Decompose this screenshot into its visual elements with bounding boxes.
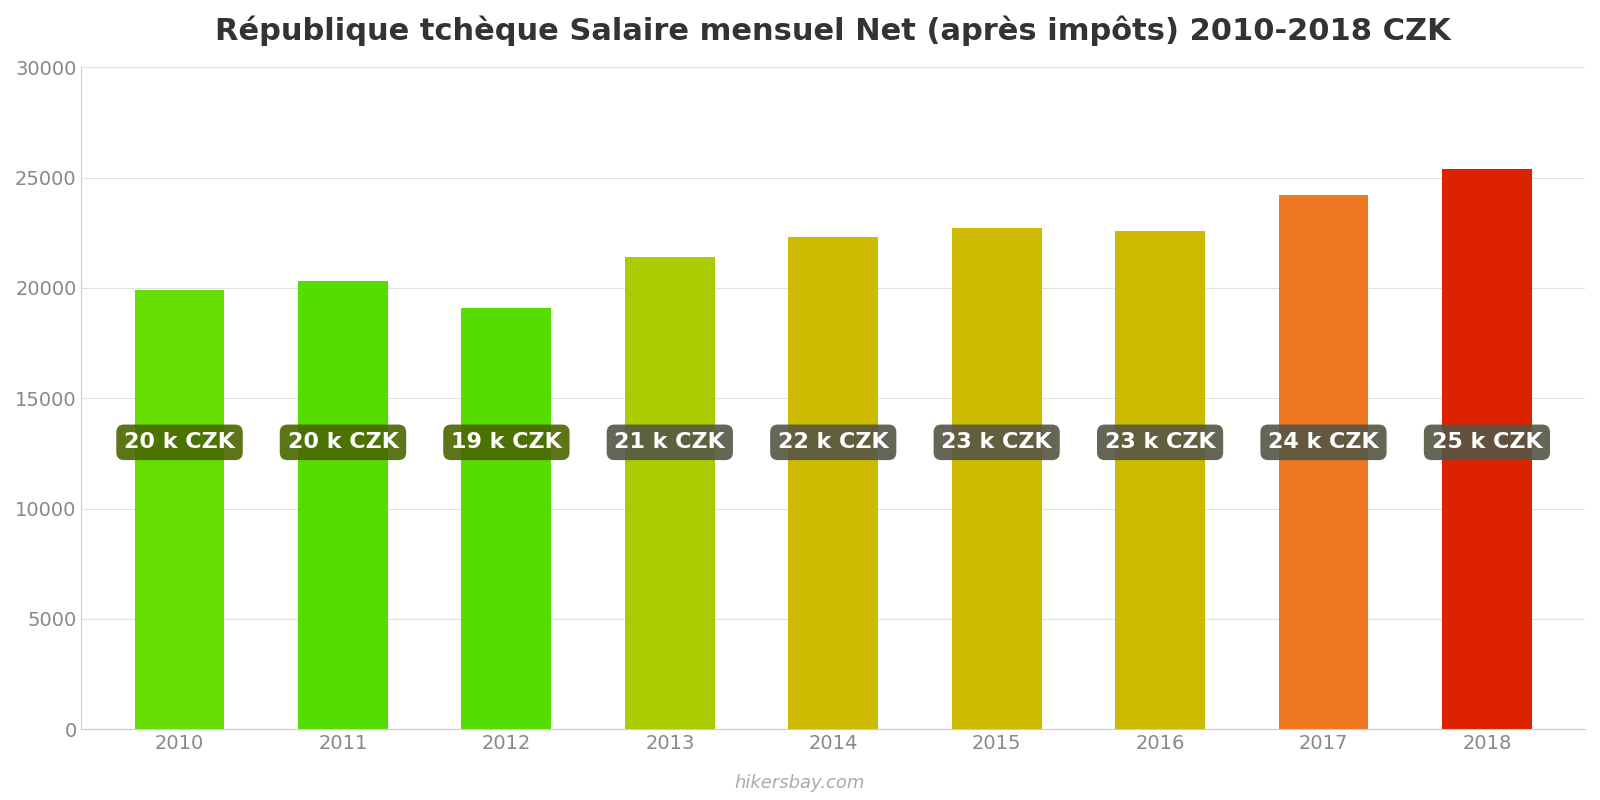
Text: 20 k CZK: 20 k CZK: [125, 432, 235, 452]
Bar: [789, 237, 878, 729]
Text: 24 k CZK: 24 k CZK: [1269, 432, 1379, 452]
Bar: [1278, 195, 1368, 729]
Bar: [1115, 230, 1205, 729]
Bar: [626, 257, 715, 729]
Bar: [952, 228, 1042, 729]
Text: 23 k CZK: 23 k CZK: [941, 432, 1051, 452]
Bar: [298, 282, 387, 729]
Text: 25 k CZK: 25 k CZK: [1432, 432, 1542, 452]
Text: 20 k CZK: 20 k CZK: [288, 432, 398, 452]
Text: 19 k CZK: 19 k CZK: [451, 432, 562, 452]
Text: 22 k CZK: 22 k CZK: [778, 432, 888, 452]
Text: hikersbay.com: hikersbay.com: [734, 774, 866, 792]
Text: 23 k CZK: 23 k CZK: [1104, 432, 1216, 452]
Bar: [461, 308, 552, 729]
Title: République tchèque Salaire mensuel Net (après impôts) 2010-2018 CZK: République tchèque Salaire mensuel Net (…: [216, 15, 1451, 46]
Bar: [1442, 169, 1531, 729]
Bar: [134, 290, 224, 729]
Text: 21 k CZK: 21 k CZK: [614, 432, 725, 452]
